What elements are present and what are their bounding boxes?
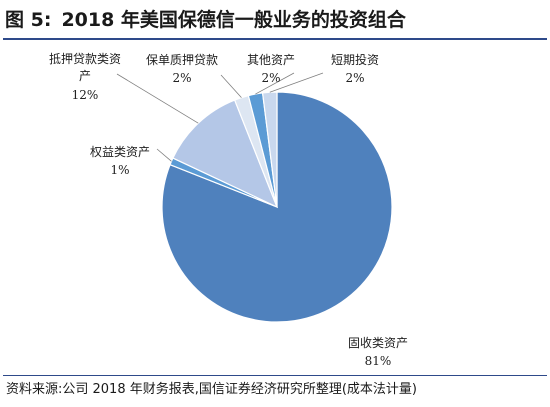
slice-value-label: 1%	[110, 163, 129, 177]
slice-value-label: 81%	[365, 354, 392, 368]
slice-label: 保单质押贷款	[146, 53, 218, 67]
slice-label: 固收类资产	[348, 336, 408, 350]
leader-line	[157, 149, 171, 161]
slice-label: 产	[79, 69, 91, 83]
slice-label: 权益类资产	[90, 145, 150, 159]
slice-value-label: 2%	[345, 71, 364, 85]
slice-label: 短期投资	[331, 52, 379, 67]
leader-line	[221, 75, 241, 98]
slice-value-label: 2%	[172, 71, 191, 85]
slice-label: 其他资产	[247, 53, 295, 67]
slice-label: 抵押贷款类资	[49, 52, 121, 66]
source-note: 资料来源:公司 2018 年财务报表,国信证券经济研究所整理(成本法计量)	[6, 380, 546, 400]
slice-value-label: 12%	[72, 88, 99, 102]
source-rule	[3, 375, 547, 376]
figure-title: 图 5: 2018 年美国保德信一般业务的投资组合	[5, 3, 545, 37]
slice-value-label: 2%	[261, 71, 280, 85]
figure-title-text: 2018 年美国保德信一般业务的投资组合	[61, 9, 406, 31]
pie-slices	[162, 92, 392, 322]
figure-label: 图 5:	[5, 9, 51, 31]
